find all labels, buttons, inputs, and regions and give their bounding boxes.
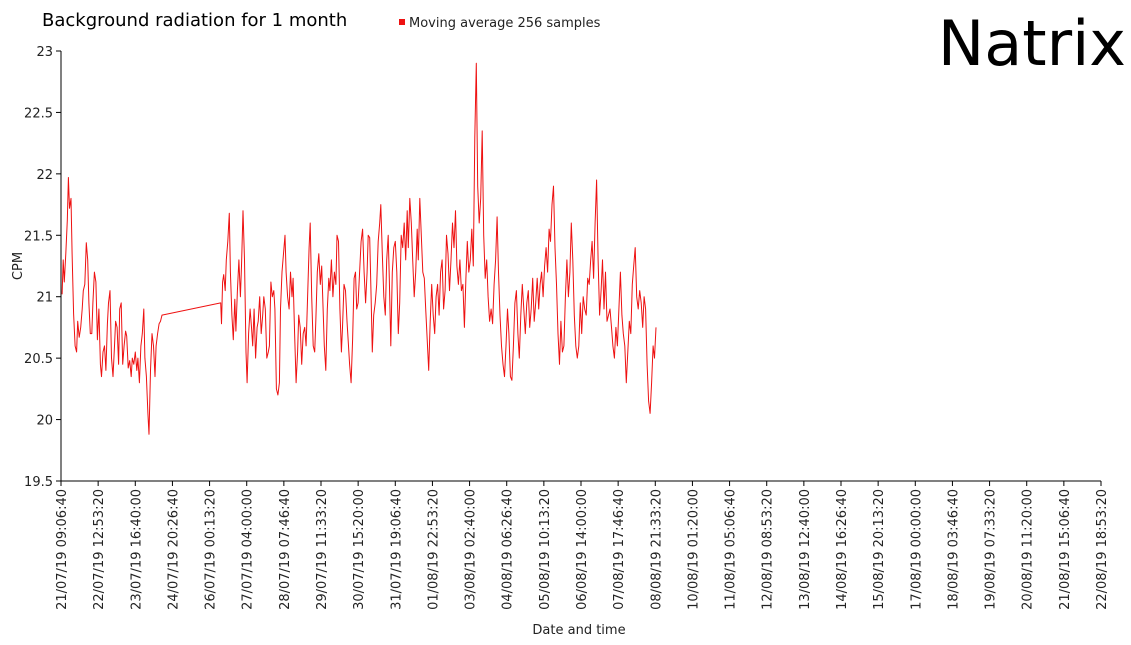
x-tick-label: 04/08/19 06:26:40 — [501, 489, 516, 610]
x-tick-label: 29/07/19 11:33:20 — [315, 489, 330, 610]
x-tick-label: 21/08/19 15:06:40 — [1058, 489, 1073, 610]
y-axis: 19.5 20 20.5 21 21.5 22 22.5 23 — [24, 45, 62, 490]
y-tick-label: 22 — [36, 168, 53, 183]
x-tick-label: 24/07/19 20:26:40 — [166, 489, 181, 610]
x-tick-label: 21/07/19 09:06:40 — [55, 489, 70, 610]
x-tick-label: 31/07/19 19:06:40 — [389, 489, 404, 610]
series-line — [61, 62, 657, 435]
brand-logo: Natrix — [938, 7, 1126, 80]
x-tick-label: 06/08/19 14:00:00 — [575, 489, 590, 610]
x-axis: 21/07/19 09:06:40 22/07/19 12:53:20 23/07/… — [55, 480, 1110, 610]
x-tick-label: 13/08/19 12:40:00 — [798, 489, 813, 610]
x-tick-label: 22/07/19 12:53:20 — [92, 489, 107, 610]
y-axis-label: CPM — [11, 252, 26, 280]
x-tick-label: 14/08/19 16:26:40 — [835, 489, 850, 610]
x-axis-label: Date and time — [532, 623, 625, 638]
x-tick-label: 03/08/19 02:40:00 — [464, 489, 479, 610]
x-tick-label: 27/07/19 04:00:00 — [241, 489, 256, 610]
x-tick-label: 10/08/19 01:20:00 — [686, 489, 701, 610]
plot-area — [61, 62, 657, 435]
x-tick-label: 30/07/19 15:20:00 — [352, 489, 367, 610]
x-tick-label: 12/08/19 08:53:20 — [761, 489, 776, 610]
y-tick-label: 22.5 — [24, 106, 53, 121]
x-tick-label: 23/07/19 16:40:00 — [129, 489, 144, 610]
y-tick-label: 21.5 — [24, 229, 53, 244]
x-tick-label: 22/08/19 18:53:20 — [1095, 489, 1110, 610]
x-tick-label: 05/08/19 10:13:20 — [538, 489, 553, 610]
x-tick-label: 01/08/19 22:53:20 — [426, 489, 441, 610]
x-tick-label: 18/08/19 03:46:40 — [946, 489, 961, 610]
x-tick-label: 26/07/19 00:13:20 — [204, 489, 219, 610]
y-tick-label: 23 — [36, 45, 53, 60]
y-tick-label: 21 — [36, 291, 53, 306]
x-tick-label: 20/08/19 11:20:00 — [1021, 489, 1036, 610]
x-tick-label: 17/08/19 00:00:00 — [909, 489, 924, 610]
x-tick-label: 11/08/19 05:06:40 — [724, 489, 739, 610]
x-tick-label: 28/07/19 07:46:40 — [278, 489, 293, 610]
x-tick-label: 07/08/19 17:46:40 — [612, 489, 627, 610]
legend: Moving average 256 samples — [399, 16, 601, 31]
y-tick-label: 20.5 — [24, 352, 53, 367]
x-tick-label: 15/08/19 20:13:20 — [872, 489, 887, 610]
y-tick-label: 19.5 — [24, 475, 53, 490]
legend-swatch — [399, 19, 405, 25]
legend-label: Moving average 256 samples — [409, 16, 601, 31]
x-tick-label: 19/08/19 07:33:20 — [984, 489, 999, 610]
y-tick-label: 20 — [36, 414, 53, 429]
chart-title: Background radiation for 1 month — [42, 10, 347, 31]
x-tick-label: 08/08/19 21:33:20 — [649, 489, 664, 610]
